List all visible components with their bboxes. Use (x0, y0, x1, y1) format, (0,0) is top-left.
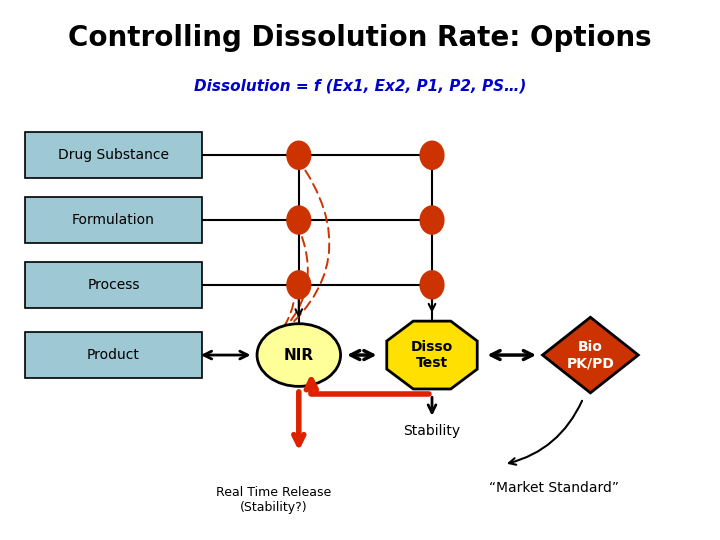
Text: “Market Standard”: “Market Standard” (490, 481, 619, 495)
FancyBboxPatch shape (25, 132, 202, 178)
Polygon shape (543, 317, 638, 393)
Ellipse shape (420, 206, 444, 234)
Polygon shape (387, 321, 477, 389)
Ellipse shape (287, 206, 311, 234)
Circle shape (257, 323, 341, 387)
Text: Real Time Release
(Stability?): Real Time Release (Stability?) (216, 486, 331, 514)
Text: Process: Process (87, 278, 140, 292)
Text: Dissolution = f (Ex1, Ex2, P1, P2, PS…): Dissolution = f (Ex1, Ex2, P1, P2, PS…) (194, 79, 526, 94)
FancyBboxPatch shape (25, 197, 202, 243)
Ellipse shape (287, 141, 311, 170)
Text: Drug Substance: Drug Substance (58, 148, 169, 162)
Text: NIR: NIR (284, 348, 314, 362)
Ellipse shape (420, 141, 444, 170)
FancyBboxPatch shape (25, 262, 202, 308)
Text: Formulation: Formulation (72, 213, 155, 227)
Text: Bio
PK/PD: Bio PK/PD (567, 340, 614, 370)
FancyBboxPatch shape (25, 332, 202, 378)
Text: Stability: Stability (403, 424, 461, 438)
Text: Product: Product (87, 348, 140, 362)
Ellipse shape (287, 271, 311, 299)
Text: Disso
Test: Disso Test (411, 340, 453, 370)
Ellipse shape (420, 271, 444, 299)
Text: Controlling Dissolution Rate: Options: Controlling Dissolution Rate: Options (68, 24, 652, 52)
